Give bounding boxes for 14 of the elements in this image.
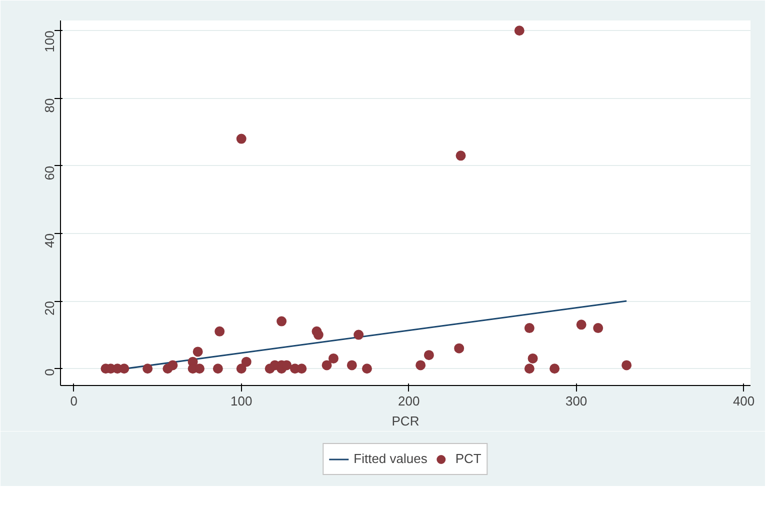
x-tick-label: 100	[230, 394, 252, 408]
y-tick-label: 40	[42, 233, 57, 248]
y-tick-label: 80	[42, 98, 57, 113]
x-tick-label: 300	[565, 394, 588, 408]
y-tick-label: 20	[42, 301, 57, 316]
y-tick-label: 0	[42, 368, 57, 376]
x-axis-title: PCR	[392, 414, 420, 428]
x-tick-label: 200	[398, 394, 420, 408]
x-tick-label: 0	[70, 394, 78, 408]
y-tick-label: 60	[42, 166, 57, 180]
x-tick-label: 400	[732, 394, 755, 408]
legend-label: PCT	[455, 451, 482, 466]
legend-label: Fitted values	[354, 451, 428, 466]
y-tick-label: 100	[42, 30, 57, 52]
